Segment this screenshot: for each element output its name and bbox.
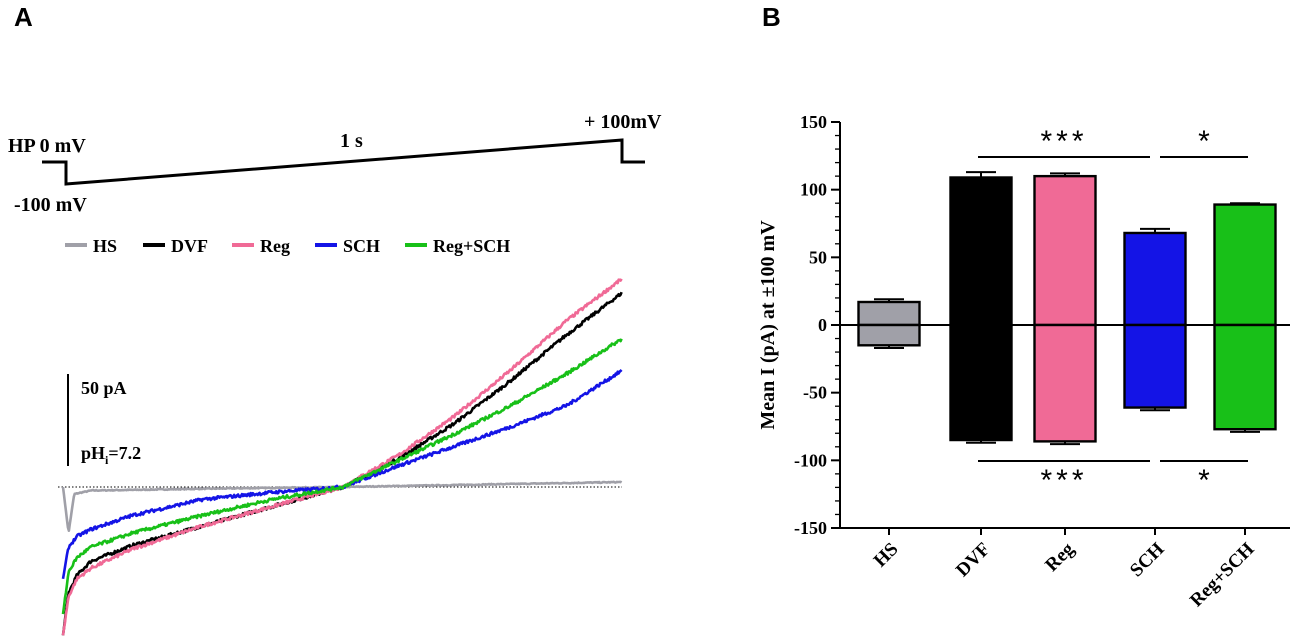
protocol-trace (42, 138, 645, 186)
current-traces (61, 278, 623, 636)
x-tick-label-reg: Reg (1041, 538, 1079, 576)
protocol-end-label: + 100mV (584, 111, 662, 133)
bar-positive-dvf (949, 176, 1013, 327)
trace-sch (61, 368, 623, 580)
legend-label-reg-sch: Reg+SCH (433, 236, 510, 256)
legend-label-sch: SCH (343, 236, 380, 256)
scale-bar-current-label: 50 pA (81, 378, 127, 398)
legend-label-hs: HS (93, 236, 117, 256)
significance-stars: *** (1040, 464, 1087, 497)
y-tick-label: 50 (809, 247, 827, 267)
x-tick-label-reg-sch: Reg+SCH (1186, 539, 1259, 612)
ph-label: pHi=7.2 (81, 443, 141, 467)
bar-negative-reg-sch (1213, 323, 1277, 431)
x-tick-label-sch: SCH (1126, 539, 1169, 582)
legend-label-reg: Reg (260, 236, 290, 256)
bar-positive-sch (1123, 231, 1187, 327)
protocol-start-label: -100 mV (14, 194, 87, 216)
legend-label-dvf: DVF (171, 236, 208, 256)
trace-reg-sch (61, 338, 623, 615)
bar-chart: Mean I (pA) at ±100 mV 150 100 50 0 -50 -100 -… (757, 112, 1290, 611)
protocol-hp-label: HP 0 mV (8, 135, 86, 157)
y-tick-label: 0 (818, 315, 827, 335)
significance-stars: *** (1040, 125, 1087, 158)
trace-dvf (61, 291, 623, 636)
voltage-protocol: HP 0 mV -100 mV + 100mV 1 s (8, 111, 662, 216)
trace-legend: HS DVF Reg SCH Reg+SCH (65, 236, 510, 256)
significance-stars: * (1198, 464, 1210, 497)
bar-negative-sch (1123, 323, 1187, 409)
y-tick-label: -50 (803, 383, 827, 403)
y-axis-title: Mean I (pA) at ±100 mV (757, 220, 779, 430)
bar-positive-reg-sch (1213, 203, 1277, 327)
panel-b-label: B (762, 2, 781, 32)
y-tick-label: 150 (800, 112, 827, 132)
bar-negative-hs (857, 323, 921, 347)
protocol-duration-label: 1 s (340, 130, 363, 152)
bar-negative-reg (1033, 323, 1097, 443)
y-tick-label: -150 (794, 518, 827, 538)
panel-a-label: A (14, 2, 33, 32)
y-tick-label: 100 (800, 180, 827, 200)
y-tick-label: -100 (794, 450, 827, 470)
significance-stars: * (1198, 125, 1210, 158)
bar-positive-hs (857, 300, 921, 327)
trace-reg (61, 278, 623, 636)
scale-bar: 50 pA pHi=7.2 (58, 374, 622, 488)
bar-negative-dvf (949, 323, 1013, 442)
x-tick-label-hs: HS (870, 539, 903, 572)
x-tick-label-dvf: DVF (952, 539, 994, 581)
bar-positive-reg (1033, 174, 1097, 327)
